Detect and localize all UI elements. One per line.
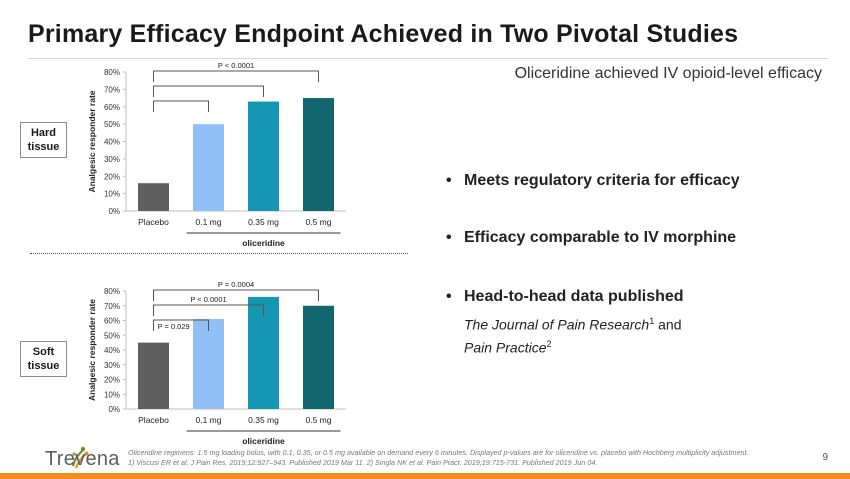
y-tick-label: 40% [104,138,120,147]
y-tick-label: 80% [104,68,120,77]
accent-bar [0,473,850,479]
bar-0-35-mg [248,101,279,211]
y-tick-label: 20% [104,172,120,181]
x-category-label: 0.1 mg [196,415,222,425]
bar-0-1-mg [193,124,224,211]
significance-bracket [153,100,209,112]
publication-reference: The Journal of Pain Research1 and Pain P… [464,312,681,357]
significance-bracket [153,70,319,82]
x-category-label: Placebo [138,217,169,227]
hard-tissue-chart: 0% 10% 20% 30% 40% 50% 60% 70% 80% Analgesic resp… [80,62,350,254]
p-value-label: P = 0.0004 [218,280,254,289]
group-label: oliceridine [242,238,285,248]
bar-0-5-mg [303,98,334,211]
hard-tissue-label-line2: tissue [27,141,60,153]
y-tick-label: 50% [104,331,120,340]
slide-subtitle: Oliceridine achieved IV opioid-level eff… [514,65,822,82]
bar-0-1-mg [193,319,224,409]
superscript-1: 1 [649,316,655,326]
y-tick-label: 20% [104,376,120,385]
journal-2: Pain Practice [464,339,547,356]
x-category-label: Placebo [138,415,169,425]
section-divider [30,253,408,254]
trevena-logo-icon [71,446,89,469]
significance-bracket [153,319,209,331]
bar-placebo [138,183,169,211]
significance-bracket [153,289,319,301]
x-category-label: 0.1 mg [196,217,222,227]
superscript-2: 2 [546,338,552,349]
y-tick-label: 0% [108,405,120,414]
chart-svg: 0% 10% 20% 30% 40% 50% 60% 70% 80% Analgesic resp… [87,62,346,248]
y-axis-label: Analgesic responder rate [87,90,97,192]
x-category-label: 0.35 mg [248,415,279,425]
slide-title: Primary Efficacy Endpoint Achieved in Tw… [28,20,739,48]
group-label: oliceridine [242,436,285,446]
y-tick-label: 40% [104,346,120,355]
bullet-item: Meets regulatory criteria for efficacy [446,171,740,191]
footnote-references: 1) Viscusi ER et al. J Pain Res. 2019;12… [128,457,598,467]
journal-1: The Journal of Pain Research [464,316,650,333]
y-axis-label: Analgesic responder rate [87,299,97,401]
soft-tissue-label-line2: tissue [27,360,60,372]
p-value-label: P < 0.0001 [190,295,226,304]
y-tick-label: 60% [104,317,120,326]
soft-tissue-chart: 0% 10% 20% 30% 40% 50% 60% 70% 80% Analgesic resp… [80,258,350,452]
hard-tissue-label: Hard tissue [20,122,67,158]
y-tick-label: 70% [104,302,120,311]
x-category-label: 0.5 mg [306,415,332,425]
x-category-label: 0.5 mg [306,217,332,227]
p-value-label: P < 0.0001 [218,62,254,70]
y-tick-label: 30% [104,361,120,370]
journal-connector: and [654,316,682,333]
bar-placebo [138,342,169,409]
y-tick-label: 10% [104,190,120,199]
y-tick-label: 10% [104,390,120,399]
y-tick-label: 70% [104,85,120,94]
page-number: 9 [822,452,828,463]
y-tick-label: 30% [104,155,120,164]
x-category-label: 0.35 mg [248,217,279,227]
y-tick-label: 60% [104,103,120,112]
bullet-item: Head-to-head data published [446,287,684,307]
y-tick-label: 80% [104,287,120,296]
trevena-wordmark: Trevena [45,448,120,470]
chart-svg: 0% 10% 20% 30% 40% 50% 60% 70% 80% Analgesic resp… [87,280,346,446]
significance-bracket [153,304,264,316]
soft-tissue-label: Soft tissue [20,341,67,377]
title-divider [28,58,828,59]
bar-0-5-mg [303,305,334,409]
footnote-regimen: Oliceridine regimens: 1.5 mg loading bol… [128,448,749,457]
y-tick-label: 0% [108,207,120,216]
hard-tissue-label-line1: Hard [30,127,57,139]
footnote: Oliceridine regimens: 1.5 mg loading bol… [128,448,828,467]
bullet-item: Efficacy comparable to IV morphine [446,228,736,248]
significance-bracket [153,85,264,97]
y-tick-label: 50% [104,120,120,129]
p-value-label: P = 0.029 [158,322,190,331]
soft-tissue-label-line1: Soft [32,346,55,358]
